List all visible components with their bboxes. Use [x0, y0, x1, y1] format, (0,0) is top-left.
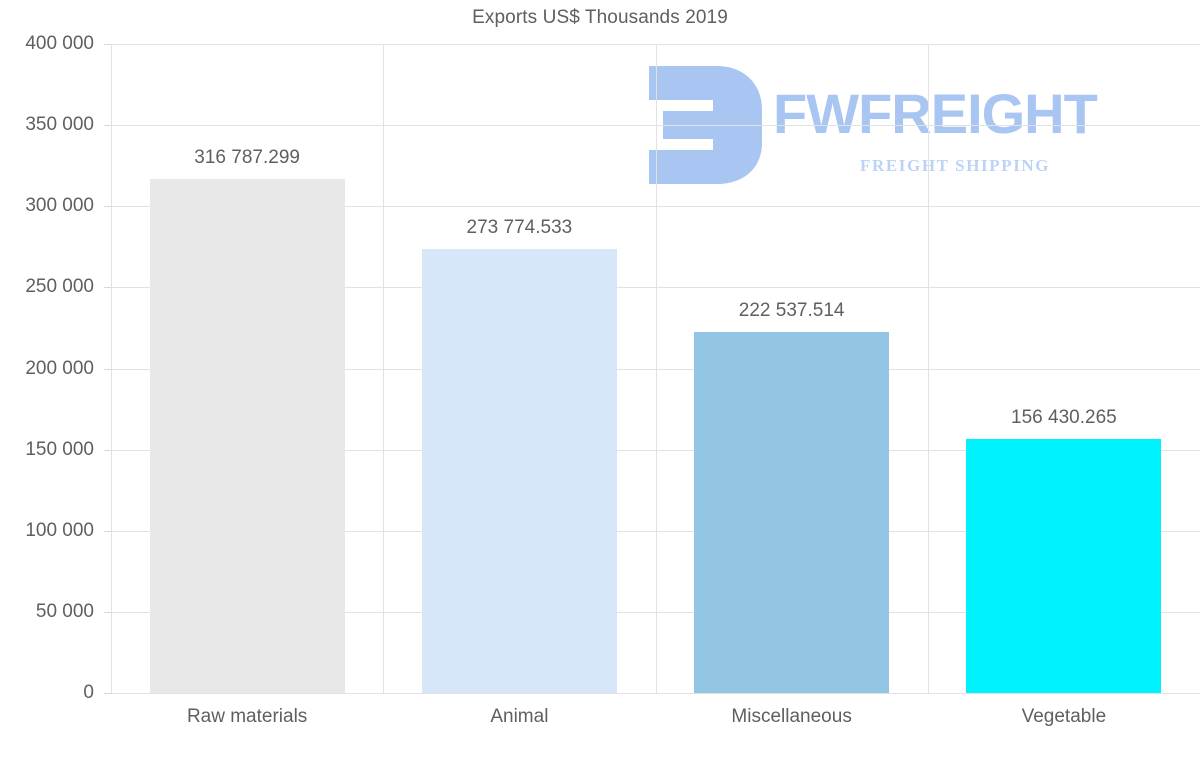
- y-axis-tick: [104, 125, 111, 127]
- gridline-horizontal: [111, 449, 1200, 451]
- x-axis-tick-label: Raw materials: [186, 706, 308, 727]
- y-axis-tick-label: 100 000: [25, 519, 94, 541]
- gridline-horizontal: [111, 44, 1200, 45]
- x-axis-tick-label: Miscellaneous: [731, 706, 852, 727]
- gridline-vertical: [928, 44, 929, 693]
- y-axis-tick: [104, 368, 111, 370]
- y-axis-tick-label: 350 000: [25, 114, 94, 136]
- gridline-horizontal: [111, 693, 1200, 694]
- y-axis-tick: [104, 206, 111, 208]
- y-axis-tick: [104, 449, 111, 451]
- chart-title: Exports US$ Thousands 2019: [472, 7, 728, 28]
- y-axis-tick-label: 0: [83, 682, 94, 703]
- y-axis-tick: [104, 44, 111, 45]
- bar-1[interactable]: [149, 179, 345, 693]
- bar-value-label: 222 537.514: [738, 299, 845, 321]
- gridline-vertical: [383, 44, 384, 693]
- gridline-horizontal: [111, 368, 1200, 370]
- gridline-horizontal: [111, 125, 1200, 127]
- y-axis-tick-label: 250 000: [25, 276, 94, 298]
- gridline-vertical: [656, 44, 657, 693]
- gridline-horizontal: [111, 287, 1200, 289]
- gridline-vertical: [111, 44, 112, 693]
- x-axis-tick-label: Animal: [490, 706, 549, 727]
- bar-3[interactable]: [694, 331, 890, 693]
- gridline-horizontal: [111, 530, 1200, 532]
- bar-4[interactable]: [966, 439, 1162, 693]
- bar-value-label: 316 787.299: [194, 147, 300, 168]
- y-axis-tick-label: 300 000: [25, 195, 94, 217]
- y-axis-tick: [104, 530, 111, 532]
- bar-value-label: 156 430.265: [1011, 407, 1117, 429]
- y-axis-tick-label: 200 000: [25, 357, 94, 379]
- x-axis-tick-label: Vegetable: [1021, 706, 1107, 727]
- y-axis-tick-label: 50 000: [35, 600, 94, 622]
- gridline-horizontal: [111, 206, 1200, 208]
- gridline-horizontal: [111, 611, 1200, 613]
- y-axis-tick: [104, 611, 111, 613]
- y-axis-tick-label: 400 000: [25, 33, 94, 54]
- y-axis-tick-label: 150 000: [25, 438, 94, 460]
- y-axis-tick: [104, 693, 111, 694]
- bar-2[interactable]: [421, 248, 617, 693]
- plot-area: [111, 44, 1200, 694]
- y-axis-tick: [104, 287, 111, 289]
- bar-value-label: 273 774.533: [466, 216, 573, 238]
